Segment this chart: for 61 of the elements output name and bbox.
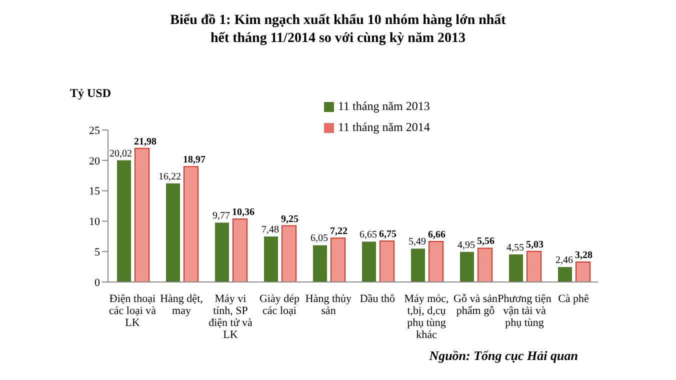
bar	[428, 241, 444, 282]
x-tick-label: Máy móc, t,bị, d,cụ phụ tùng khác	[404, 293, 450, 341]
bar	[362, 242, 376, 282]
bar	[264, 236, 278, 282]
data-label: 5,03	[526, 239, 544, 250]
bar	[232, 218, 248, 282]
data-label: 18,97	[183, 154, 206, 166]
y-tick-label: 15	[89, 186, 100, 198]
data-label: 16,22	[158, 171, 181, 182]
y-tick-label: 10	[89, 216, 100, 228]
data-label: 6,65	[360, 230, 377, 241]
bar	[576, 262, 590, 282]
x-tick-label: Hàng thủy sản	[305, 293, 352, 317]
data-label: 5,49	[408, 236, 426, 248]
bar	[380, 240, 394, 282]
data-label: 3,28	[575, 250, 592, 262]
x-tick-label: Cà phê	[558, 293, 590, 305]
data-label: 4,95	[458, 240, 475, 251]
bar	[134, 148, 150, 282]
data-label: 9,25	[281, 214, 298, 225]
bar	[313, 245, 327, 282]
x-tick-label: Hàng dệt, may	[160, 293, 204, 317]
bar	[411, 248, 425, 282]
x-tick-label: Điện thoại các loại và LK	[108, 293, 156, 329]
bar	[117, 160, 131, 282]
bar	[509, 254, 523, 282]
bar	[330, 238, 346, 282]
y-tick-label: 20	[89, 155, 100, 168]
bar	[526, 250, 542, 282]
y-tick-label: 0	[94, 276, 100, 289]
data-label: 10,36	[232, 207, 254, 218]
x-tick-label: Dầu thô	[360, 293, 396, 305]
bar	[558, 267, 572, 282]
data-label: 6,05	[310, 233, 328, 244]
data-label: 2,46	[556, 255, 573, 266]
data-label: 21,98	[134, 136, 156, 148]
legend-label: 11 tháng năm 2013	[337, 98, 430, 115]
bar	[460, 252, 474, 282]
data-label: 6,66	[428, 230, 446, 241]
x-tick-label: Máy vi tính, SP điện tử và LK	[208, 293, 253, 341]
x-tick-label: Gỗ và sản phẩm gỗ	[454, 293, 498, 317]
data-label: 9,77	[212, 210, 230, 222]
bar	[215, 222, 229, 282]
x-tick-label: Phương tiện vận tải và phụ tùng	[498, 293, 552, 329]
data-label: 7,48	[262, 224, 279, 236]
bar	[478, 248, 492, 282]
data-label: 20,02	[110, 148, 132, 160]
bar	[166, 183, 180, 282]
data-label: 6,75	[379, 228, 396, 240]
y-tick-label: 25	[89, 124, 100, 137]
bar	[282, 225, 296, 282]
data-label: 7,22	[330, 226, 348, 238]
bar	[184, 166, 198, 282]
y-tick-label: 5	[94, 246, 100, 259]
x-tick-label: Giày dép các loại	[259, 293, 300, 317]
data-label: 5,56	[477, 236, 494, 248]
chart-title: Biểu đồ 1: Kim ngạch xuất khẩu 10 nhóm hàng lớn nhất hết tháng 11/2014 so với cùng kỳ năm 2013	[169, 12, 507, 48]
text: Nguồn: Tổng cục Hải quan	[429, 348, 578, 364]
y-axis-title: Tỷ USD	[70, 86, 112, 101]
legend-label: 11 tháng năm 2014	[337, 119, 430, 136]
data-label: 4,55	[506, 242, 524, 254]
